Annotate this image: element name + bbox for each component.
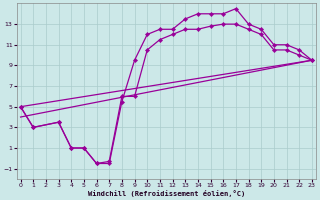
X-axis label: Windchill (Refroidissement éolien,°C): Windchill (Refroidissement éolien,°C) <box>88 190 245 197</box>
